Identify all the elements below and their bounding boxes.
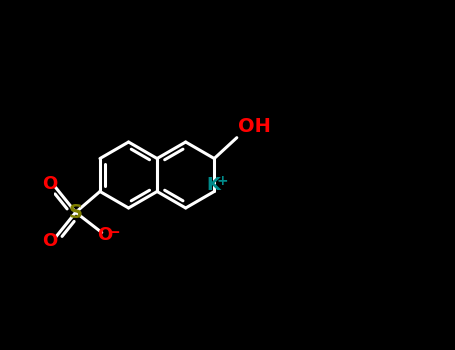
- Text: S: S: [69, 203, 83, 222]
- Text: OH: OH: [238, 117, 271, 136]
- Text: −: −: [108, 225, 121, 240]
- Text: K: K: [207, 176, 221, 194]
- Text: O: O: [42, 175, 58, 193]
- Text: O: O: [97, 226, 113, 244]
- Text: +: +: [216, 174, 228, 188]
- Text: O: O: [42, 232, 58, 251]
